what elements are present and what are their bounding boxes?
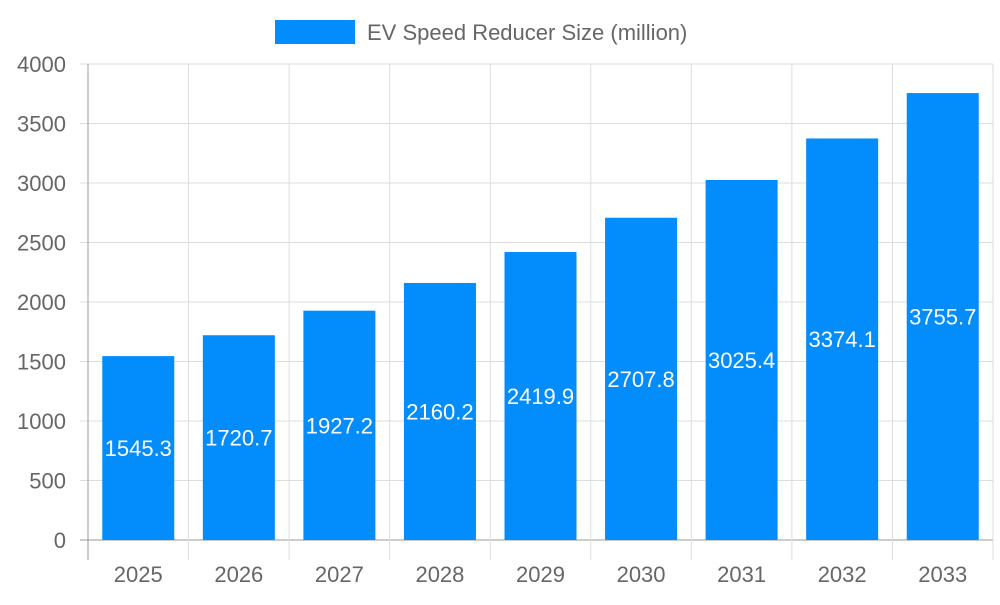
data-label-2032: 3374.1: [809, 327, 876, 352]
x-tick-label: 2026: [214, 562, 263, 587]
x-tick-label: 2027: [315, 562, 364, 587]
data-label-2027: 1927.2: [306, 413, 373, 438]
bar-2032: [806, 138, 879, 540]
y-tick-label: 0: [54, 528, 66, 553]
bar-2029: [504, 252, 577, 540]
x-tick-label: 2025: [114, 562, 163, 587]
legend-label: EV Speed Reducer Size (million): [367, 20, 687, 45]
y-tick-label: 3500: [17, 112, 66, 137]
axes: 0 500 1000 1500 2000 2500 3000 3500 4000 2025 2026…: [17, 52, 967, 587]
bar-2027: [303, 310, 376, 540]
y-tick-label: 2500: [17, 231, 66, 256]
bar-2025: [102, 356, 175, 540]
legend-swatch: [275, 20, 355, 44]
x-tick-label: 2031: [717, 562, 766, 587]
data-label-2033: 3755.7: [909, 305, 976, 330]
x-tick-label: 2033: [918, 562, 967, 587]
x-tick-label: 2032: [818, 562, 867, 587]
y-tick-label: 2000: [17, 290, 66, 315]
y-tick-label: 4000: [17, 52, 66, 77]
bar-2030: [605, 217, 678, 541]
bar-2033: [906, 93, 979, 540]
data-label-2025: 1545.3: [105, 436, 172, 461]
x-tick-label: 2030: [617, 562, 666, 587]
data-label-2026: 1720.7: [205, 426, 272, 451]
data-label-2028: 2160.2: [406, 399, 473, 424]
bars: [102, 93, 979, 541]
y-tick-label: 1000: [17, 409, 66, 434]
legend[interactable]: EV Speed Reducer Size (million): [275, 20, 687, 45]
bar-2026: [202, 335, 275, 540]
bar-2031: [705, 179, 778, 540]
x-tick-label: 2029: [516, 562, 565, 587]
x-tick-label: 2028: [415, 562, 464, 587]
data-label-2030: 2707.8: [607, 367, 674, 392]
data-label-2031: 3025.4: [708, 348, 775, 373]
y-tick-label: 500: [29, 469, 66, 494]
data-labels: 1545.3 1720.7 1927.2 2160.2 2419.9 2707.8 3025…: [105, 305, 977, 462]
bar-2028: [403, 282, 476, 540]
y-tick-label: 1500: [17, 350, 66, 375]
data-label-2029: 2419.9: [507, 384, 574, 409]
y-tick-label: 3000: [17, 171, 66, 196]
